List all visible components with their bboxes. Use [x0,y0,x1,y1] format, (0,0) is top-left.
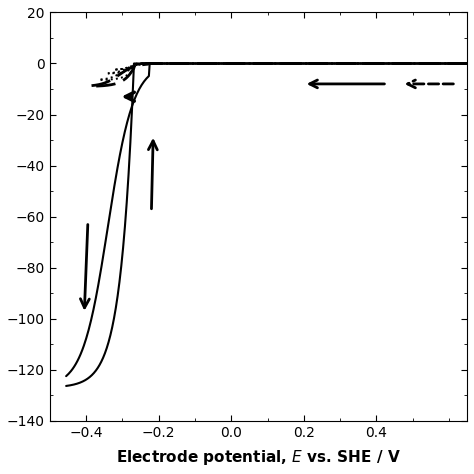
X-axis label: Electrode potential, $\mathit{E}$ vs. SHE / V: Electrode potential, $\mathit{E}$ vs. SH… [116,448,401,467]
